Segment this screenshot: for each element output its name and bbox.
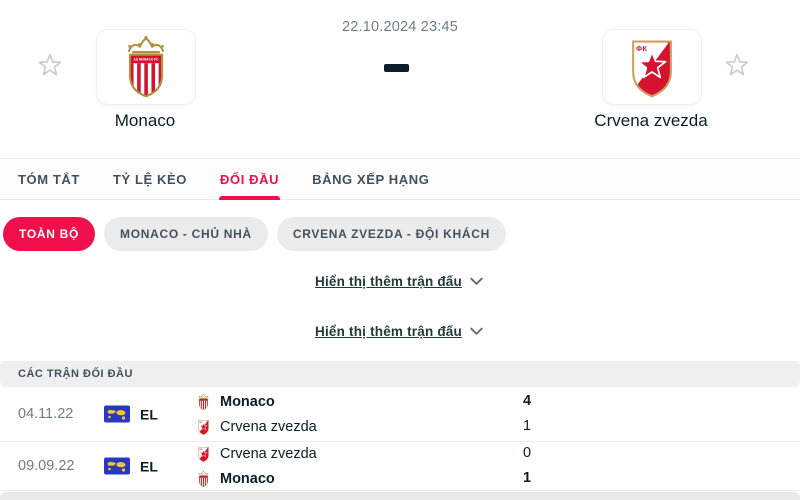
show-more-link-1[interactable]: Hiển thị thêm trận đấu xyxy=(0,273,800,290)
filter-all[interactable]: TOÀN BỘ xyxy=(3,217,96,251)
filter-home-team[interactable]: MONACO - CHỦ NHÀ xyxy=(104,217,268,251)
el-flag-icon xyxy=(104,406,130,423)
show-more-label: Hiển thị thêm trận đấu xyxy=(315,274,462,289)
match-row[interactable]: 04.11.22 EL Monaco Crvena zvezda 4 1 xyxy=(0,387,800,442)
show-more-link-2[interactable]: Hiển thị thêm trận đấu xyxy=(0,323,800,340)
away-team-card[interactable] xyxy=(602,29,702,105)
team-score: 1 xyxy=(522,418,532,434)
show-more-label: Hiển thị thêm trận đấu xyxy=(315,324,462,339)
favorite-star-away[interactable] xyxy=(724,52,750,78)
match-date: 04.11.22 xyxy=(18,406,74,422)
competition-label: EL xyxy=(140,458,158,474)
tab-odds[interactable]: TỶ LỆ KÈO xyxy=(112,171,187,187)
team-line: Monaco xyxy=(196,389,317,414)
team-name: Crvena zvezda xyxy=(220,418,317,435)
h2h-filters: TOÀN BỘ MONACO - CHỦ NHÀ CRVENA ZVEZDA -… xyxy=(3,217,506,251)
favorite-star-home[interactable] xyxy=(37,52,63,78)
czvezda-crest-icon xyxy=(196,418,211,436)
team-name: Crvena zvezda xyxy=(220,445,317,462)
team-line: Monaco xyxy=(196,466,317,491)
star-icon xyxy=(37,52,63,78)
away-team-name[interactable]: Crvena zvezda xyxy=(594,111,708,130)
match-scores: 4 1 xyxy=(517,389,537,439)
h2h-section-title: CÁC TRẬN ĐỐI ĐẦU xyxy=(0,361,800,387)
czvezda-crest-icon xyxy=(196,445,211,463)
team-name: Monaco xyxy=(220,470,275,487)
team-score: 0 xyxy=(522,445,532,461)
team-line: Crvena zvezda xyxy=(196,441,317,466)
team-name: Monaco xyxy=(220,393,275,410)
competition-badge: EL xyxy=(104,406,158,423)
tab-summary[interactable]: TÓM TẮT xyxy=(18,171,80,187)
home-team-name[interactable]: Monaco xyxy=(114,111,176,130)
competition-badge: EL xyxy=(104,458,158,475)
tab-standings[interactable]: BẢNG XẾP HẠNG xyxy=(312,171,430,187)
tab-h2h[interactable]: ĐỐI ĐẦU xyxy=(218,159,281,200)
filter-away-team[interactable]: CRVENA ZVEZDA - ĐỘI KHÁCH xyxy=(276,217,506,251)
monaco-crest-icon xyxy=(196,393,211,411)
team-score: 1 xyxy=(522,470,532,486)
el-flag-icon xyxy=(104,458,130,475)
chevron-down-icon xyxy=(468,273,485,290)
star-icon xyxy=(724,52,750,78)
monaco-crest-icon xyxy=(117,34,175,100)
match-row[interactable]: 09.09.22 EL Crvena zvezda Monaco 0 1 xyxy=(0,442,800,491)
home-team-card[interactable] xyxy=(96,29,196,105)
match-teams: Crvena zvezda Monaco xyxy=(196,441,317,491)
competition-label: EL xyxy=(140,406,158,422)
czvezda-crest-icon xyxy=(623,34,681,100)
kickoff-datetime: 22.10.2024 23:45 xyxy=(341,19,459,35)
next-section-bar xyxy=(0,492,800,500)
monaco-crest-icon xyxy=(196,470,211,488)
match-date: 09.09.22 xyxy=(18,458,75,474)
match-teams: Monaco Crvena zvezda xyxy=(196,389,317,439)
team-score: 4 xyxy=(522,393,532,409)
score-separator xyxy=(384,64,409,72)
match-scores: 0 1 xyxy=(517,441,537,491)
tab-bar: TÓM TẮT TỶ LỆ KÈO ĐỐI ĐẦU BẢNG XẾP HẠNG xyxy=(0,158,800,200)
team-line: Crvena zvezda xyxy=(196,414,317,439)
chevron-down-icon xyxy=(468,323,485,340)
